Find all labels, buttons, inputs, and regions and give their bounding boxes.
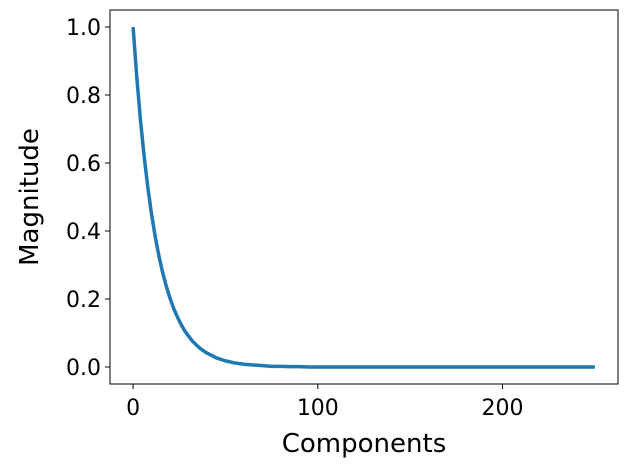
y-tick-label: 0.4 [66,220,101,245]
plot-frame [109,9,619,385]
x-tick-label: 100 [297,396,339,421]
y-tick-label: 0.2 [66,288,101,313]
y-tick-label: 0.0 [66,356,101,381]
x-tick-label: 0 [126,396,140,421]
y-tick-label: 1.0 [66,16,101,41]
x-axis-label: Components [282,429,447,459]
x-tick-label: 200 [482,396,524,421]
y-tick-label: 0.6 [66,152,101,177]
data-line [131,26,595,369]
y-axis-label: Magnitude [15,128,45,266]
y-tick-label: 0.8 [66,84,101,109]
